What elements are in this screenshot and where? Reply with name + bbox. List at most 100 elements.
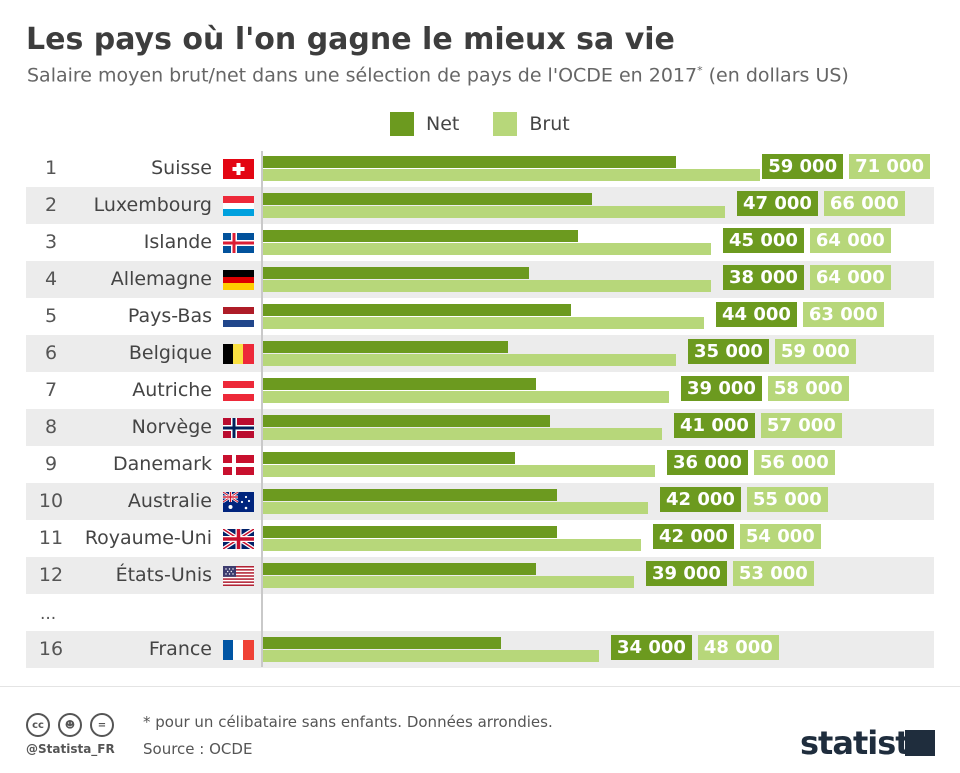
data-label-brut: 71 000: [849, 154, 930, 179]
data-label-net: 38 000: [723, 265, 804, 290]
flag-icon-nl: [223, 307, 254, 327]
legend-label-net: Net: [426, 113, 460, 135]
data-label-net: 42 000: [660, 487, 741, 512]
data-label-brut: 64 000: [809, 228, 891, 253]
rank-label: 16: [38, 638, 64, 660]
rank-label: 11: [38, 527, 64, 549]
bar-net: [263, 378, 536, 390]
cc-icon: cc: [26, 713, 50, 737]
bar-brut: [263, 539, 641, 551]
category-label: Autriche: [132, 379, 212, 401]
bar-brut: [263, 280, 711, 292]
chart-axis-line: [261, 151, 263, 667]
chart-subtitle: Salaire moyen brut/net dans une sélectio…: [27, 64, 849, 86]
data-label-brut: 66 000: [823, 191, 905, 216]
license-icons: cc ☻ =: [26, 713, 122, 737]
data-label-net: 39 000: [681, 376, 762, 401]
chart-row: 7 Autriche: [26, 372, 934, 409]
by-icon: ☻: [58, 713, 82, 737]
data-label-net: 47 000: [737, 191, 818, 216]
bar-brut: [263, 243, 711, 255]
statista-logo-icon: [905, 730, 935, 756]
chart-row: 1 Suisse: [26, 150, 934, 187]
flag-icon-no: [223, 418, 254, 438]
category-label: Danemark: [113, 453, 212, 475]
data-label-net: 35 000: [688, 339, 769, 364]
data-label-net: 39 000: [646, 561, 727, 586]
bar-brut: [263, 317, 704, 329]
data-label-net: 34 000: [611, 635, 692, 660]
bar-net: [263, 230, 578, 242]
subtitle-unit: (en dollars US): [702, 64, 849, 87]
source: Source : OCDE: [143, 740, 253, 758]
category-label: Suisse: [151, 157, 212, 179]
rank-label: 7: [44, 379, 58, 401]
rank-label: 5: [44, 305, 58, 327]
flag-icon-is: [223, 233, 254, 253]
bar-net: [263, 415, 550, 427]
category-label: Belgique: [128, 342, 212, 364]
bar-net: [263, 193, 592, 205]
data-label-brut: 56 000: [753, 450, 835, 475]
flag-icon-lu: [223, 196, 254, 216]
bar-brut: [263, 391, 669, 403]
bar-brut: [263, 354, 676, 366]
flag-icon-au: [223, 492, 254, 512]
bar-brut: [263, 650, 599, 662]
flag-icon-dk: [223, 455, 254, 475]
category-label: Norvège: [131, 416, 212, 438]
bar-net: [263, 304, 571, 316]
category-label: États-Unis: [115, 564, 212, 586]
data-label-brut: 55 000: [746, 487, 828, 512]
category-label: Luxembourg: [93, 194, 212, 216]
flag-icon-ch: [223, 159, 254, 179]
footer: [0, 686, 960, 773]
bar-brut: [263, 502, 648, 514]
bar-net: [263, 156, 676, 168]
legend-swatch-net: [390, 112, 414, 136]
data-label-brut: 57 000: [760, 413, 842, 438]
bar-net: [263, 526, 557, 538]
bar-net: [263, 563, 536, 575]
category-label: Australie: [127, 490, 212, 512]
rank-label: 4: [44, 268, 58, 290]
chart-row: 11 Royaume-Uni: [26, 520, 934, 557]
subtitle-footnote-mark: *: [697, 64, 703, 77]
rank-ellipsis: ...: [40, 604, 57, 624]
data-label-net: 42 000: [653, 524, 734, 549]
chart-row: 3 Islande: [26, 224, 934, 261]
twitter-handle: @Statista_FR: [26, 742, 115, 756]
category-label: France: [148, 638, 212, 660]
category-label: Allemagne: [110, 268, 212, 290]
legend-swatch-brut: [493, 112, 518, 136]
data-label-brut: 48 000: [697, 635, 779, 660]
bar-brut: [263, 428, 662, 440]
bar-net: [263, 637, 501, 649]
rank-label: 12: [38, 564, 64, 586]
chart-row: 9 Danemark: [26, 446, 934, 483]
rank-label: 8: [44, 416, 58, 438]
rank-label: 6: [44, 342, 58, 364]
data-label-net: 36 000: [667, 450, 748, 475]
data-label-brut: 58 000: [767, 376, 849, 401]
flag-icon-be: [223, 344, 254, 364]
data-label-brut: 64 000: [809, 265, 891, 290]
category-label: Islande: [143, 231, 212, 253]
rank-label: 2: [44, 194, 58, 216]
flag-icon-us: [223, 566, 254, 586]
data-label-net: 41 000: [674, 413, 755, 438]
legend-item-brut: Brut: [493, 112, 570, 136]
data-label-brut: 63 000: [802, 302, 884, 327]
bar-brut: [263, 576, 634, 588]
legend: Net Brut: [390, 112, 604, 136]
flag-icon-gb: [223, 529, 254, 549]
data-label-brut: 53 000: [732, 561, 814, 586]
flag-icon-de: [223, 270, 254, 290]
subtitle-text: Salaire moyen brut/net dans une sélectio…: [27, 64, 698, 87]
data-label-brut: 54 000: [739, 524, 821, 549]
nd-icon: =: [90, 713, 114, 737]
data-label-net: 59 000: [762, 154, 844, 179]
chart-row: 5 Pays-Bas: [26, 298, 934, 335]
data-label-net: 44 000: [716, 302, 797, 327]
footnote: * pour un célibataire sans enfants. Donn…: [143, 713, 553, 731]
